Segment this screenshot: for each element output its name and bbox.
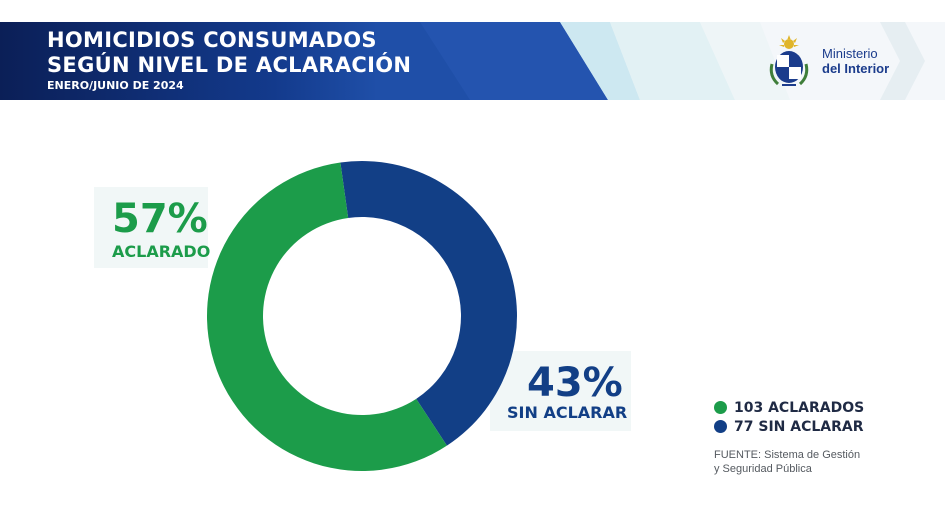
source-line-2: y Seguridad Pública	[714, 463, 812, 475]
chart-title-line-1: HOMICIDIOS CONSUMADOS	[47, 28, 377, 52]
chart-subtitle: ENERO/JUNIO DE 2024	[47, 79, 184, 92]
data-label-sin-aclarar-percent: 43%	[527, 360, 623, 406]
source-note: FUENTE: Sistema de Gestión y Seguridad P…	[714, 448, 860, 476]
logo-line-2: del Interior	[822, 61, 890, 76]
title-block: HOMICIDIOS CONSUMADOS SEGÚN NIVEL DE ACL…	[47, 28, 411, 93]
logo-text: Ministerio del Interior	[822, 46, 889, 76]
data-label-aclarado-percent: 57%	[112, 196, 208, 242]
sin-aclarar-label-background	[490, 351, 631, 431]
uruguay-coat-of-arms-icon	[769, 35, 809, 86]
data-label-sin-aclarar-category: SIN ACLARAR	[507, 403, 628, 422]
chart-title-line-2: SEGÚN NIVEL DE ACLARACIÓN	[47, 53, 412, 77]
chart-legend: 103 ACLARADOS 77 SIN ACLARAR	[714, 398, 864, 436]
legend-item-aclarados: 103 ACLARADOS	[714, 398, 864, 417]
donut-slice-aclarado	[206, 162, 447, 471]
source-line-1: FUENTE: Sistema de Gestión	[714, 449, 861, 461]
legend-label-aclarados: 103 ACLARADOS	[734, 399, 865, 416]
ministerio-logo: Ministerio del Interior	[766, 34, 916, 90]
legend-marker-green	[714, 401, 727, 414]
header-banner: HOMICIDIOS CONSUMADOS SEGÚN NIVEL DE ACL…	[0, 22, 945, 100]
donut-slice-sin-aclarar	[340, 161, 517, 446]
legend-label-sin-aclarar: 77 SIN ACLARAR	[734, 418, 864, 435]
legend-item-sin-aclarar: 77 SIN ACLARAR	[714, 417, 864, 436]
legend-marker-blue	[714, 420, 727, 433]
logo-line-1: Ministerio	[822, 46, 878, 61]
data-label-aclarado-category: ACLARADO	[112, 242, 211, 261]
aclarado-label-background	[94, 187, 208, 268]
